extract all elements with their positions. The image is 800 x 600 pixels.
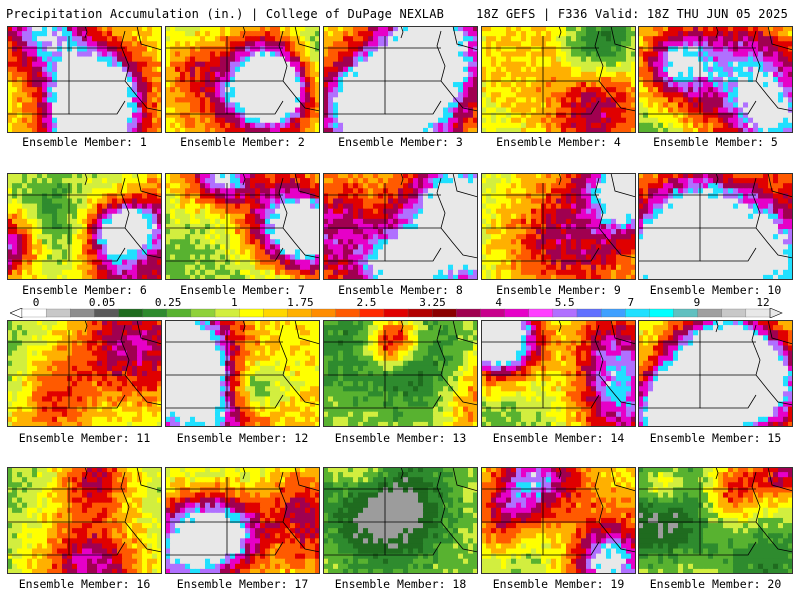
ensemble-map-panel bbox=[481, 467, 636, 574]
ensemble-map-panel bbox=[7, 320, 162, 427]
member-number: 17 bbox=[294, 577, 309, 591]
member-label-prefix: Ensemble Member: bbox=[649, 283, 768, 297]
legend-tick-label: 0 bbox=[32, 296, 40, 309]
ensemble-member-label: Ensemble Member: 9 bbox=[480, 283, 637, 297]
ensemble-member-label: Ensemble Member: 2 bbox=[164, 135, 321, 149]
member-number: 16 bbox=[136, 577, 151, 591]
ensemble-map-panel bbox=[481, 26, 636, 133]
ensemble-map-panel bbox=[7, 26, 162, 133]
member-number: 9 bbox=[613, 283, 621, 297]
ensemble-member-label: Ensemble Member: 18 bbox=[322, 577, 479, 591]
ensemble-member-label: Ensemble Member: 6 bbox=[6, 283, 163, 297]
member-number: 4 bbox=[613, 135, 621, 149]
ensemble-member-label: Ensemble Member: 12 bbox=[164, 431, 321, 445]
ensemble-member-label: Ensemble Member: 15 bbox=[637, 431, 794, 445]
member-number: 14 bbox=[610, 431, 625, 445]
member-number: 6 bbox=[139, 283, 147, 297]
ensemble-map-panel bbox=[638, 467, 793, 574]
ensemble-map-panel bbox=[323, 320, 478, 427]
member-number: 18 bbox=[452, 577, 467, 591]
member-number: 7 bbox=[297, 283, 305, 297]
member-label-prefix: Ensemble Member: bbox=[492, 577, 611, 591]
ensemble-map-panel bbox=[7, 467, 162, 574]
legend-tick-label: 9 bbox=[693, 296, 701, 309]
member-label-prefix: Ensemble Member: bbox=[649, 577, 768, 591]
ensemble-map-panel bbox=[7, 173, 162, 280]
member-label-prefix: Ensemble Member: bbox=[180, 283, 298, 297]
member-number: 15 bbox=[767, 431, 782, 445]
ensemble-map-panel bbox=[323, 173, 478, 280]
ensemble-member-label: Ensemble Member: 8 bbox=[322, 283, 479, 297]
ensemble-member-label: Ensemble Member: 16 bbox=[6, 577, 163, 591]
legend-tick-label: 0.05 bbox=[88, 296, 116, 309]
ensemble-member-label: Ensemble Member: 7 bbox=[164, 283, 321, 297]
legend-color-bar bbox=[10, 308, 783, 318]
ensemble-map-panel bbox=[165, 320, 320, 427]
ensemble-map-panel bbox=[638, 26, 793, 133]
member-label-prefix: Ensemble Member: bbox=[22, 283, 140, 297]
member-number: 3 bbox=[455, 135, 463, 149]
member-label-prefix: Ensemble Member: bbox=[18, 577, 137, 591]
chart-title: Precipitation Accumulation (in.) | Colle… bbox=[6, 7, 445, 21]
member-number: 19 bbox=[610, 577, 625, 591]
ensemble-map-panel bbox=[165, 467, 320, 574]
member-label-prefix: Ensemble Member: bbox=[496, 283, 614, 297]
member-label-prefix: Ensemble Member: bbox=[338, 135, 456, 149]
member-number: 5 bbox=[770, 135, 778, 149]
legend-tick-label: 5.5 bbox=[554, 296, 575, 309]
ensemble-member-label: Ensemble Member: 14 bbox=[480, 431, 637, 445]
member-label-prefix: Ensemble Member: bbox=[18, 431, 137, 445]
ensemble-member-label: Ensemble Member: 11 bbox=[6, 431, 163, 445]
member-number: 13 bbox=[452, 431, 467, 445]
member-label-prefix: Ensemble Member: bbox=[22, 135, 140, 149]
member-number: 1 bbox=[139, 135, 147, 149]
legend-tick-label: 4 bbox=[495, 296, 502, 309]
ensemble-map-panel bbox=[638, 320, 793, 427]
run-info: 18Z GEFS | F336 Valid: 18Z THU JUN 05 20… bbox=[476, 7, 788, 21]
ensemble-member-label: Ensemble Member: 1 bbox=[6, 135, 163, 149]
legend-tick-label: 0.25 bbox=[154, 296, 182, 309]
ensemble-member-label: Ensemble Member: 3 bbox=[322, 135, 479, 149]
legend-tick-label: 1 bbox=[230, 296, 238, 309]
member-label-prefix: Ensemble Member: bbox=[176, 577, 295, 591]
ensemble-member-label: Ensemble Member: 5 bbox=[637, 135, 794, 149]
ensemble-map-panel bbox=[323, 467, 478, 574]
ensemble-map-panel bbox=[323, 26, 478, 133]
ensemble-member-label: Ensemble Member: 13 bbox=[322, 431, 479, 445]
ensemble-member-label: Ensemble Member: 20 bbox=[637, 577, 794, 591]
member-number: 11 bbox=[136, 431, 151, 445]
member-label-prefix: Ensemble Member: bbox=[338, 283, 456, 297]
member-number: 12 bbox=[294, 431, 309, 445]
member-label-prefix: Ensemble Member: bbox=[492, 431, 611, 445]
member-number: 20 bbox=[767, 577, 782, 591]
ensemble-map-panel bbox=[165, 173, 320, 280]
member-label-prefix: Ensemble Member: bbox=[334, 577, 453, 591]
legend-tick-label: 2.5 bbox=[356, 296, 377, 309]
ensemble-map-panel bbox=[481, 173, 636, 280]
member-number: 2 bbox=[297, 135, 305, 149]
ensemble-member-label: Ensemble Member: 10 bbox=[637, 283, 794, 297]
member-label-prefix: Ensemble Member: bbox=[496, 135, 614, 149]
member-label-prefix: Ensemble Member: bbox=[334, 431, 453, 445]
ensemble-member-label: Ensemble Member: 17 bbox=[164, 577, 321, 591]
ensemble-member-label: Ensemble Member: 19 bbox=[480, 577, 637, 591]
legend-tick-label: 12 bbox=[756, 296, 770, 309]
member-label-prefix: Ensemble Member: bbox=[176, 431, 295, 445]
legend-tick-label: 3.25 bbox=[419, 296, 446, 309]
member-label-prefix: Ensemble Member: bbox=[653, 135, 771, 149]
ensemble-member-label: Ensemble Member: 4 bbox=[480, 135, 637, 149]
member-label-prefix: Ensemble Member: bbox=[649, 431, 768, 445]
ensemble-map-panel bbox=[165, 26, 320, 133]
member-number: 8 bbox=[455, 283, 463, 297]
ensemble-map-panel bbox=[481, 320, 636, 427]
member-label-prefix: Ensemble Member: bbox=[180, 135, 298, 149]
ensemble-map-panel bbox=[638, 173, 793, 280]
legend-tick-label: 7 bbox=[627, 296, 635, 309]
legend-tick-label: 1.75 bbox=[287, 296, 314, 309]
member-number: 10 bbox=[767, 283, 782, 297]
